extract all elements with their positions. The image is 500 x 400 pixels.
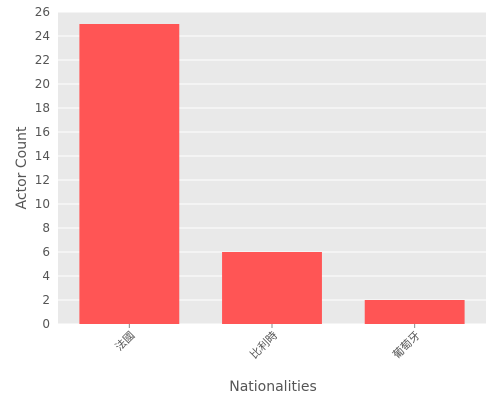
- y-tick-label: 24: [35, 29, 50, 43]
- bars: [79, 24, 465, 324]
- y-axis-title: Actor Count: [14, 126, 30, 209]
- y-tick-label: 22: [35, 53, 50, 67]
- y-tick-label: 26: [35, 5, 50, 19]
- y-tick-label: 14: [35, 149, 50, 163]
- y-tick-label: 0: [42, 317, 50, 331]
- y-tick-label: 6: [42, 245, 50, 259]
- bar-1: [222, 252, 322, 324]
- bar-0: [79, 24, 180, 324]
- y-tick-label: 12: [35, 173, 50, 187]
- x-axis-title: Nationalities: [229, 379, 317, 395]
- y-tick-label: 18: [35, 101, 50, 115]
- y-tick-label: 16: [35, 125, 50, 139]
- y-tick-label: 8: [42, 221, 50, 235]
- y-tick-label: 20: [35, 77, 50, 91]
- y-tick-label: 2: [42, 293, 50, 307]
- y-tick-label: 10: [35, 197, 50, 211]
- x-tick-label: 葡萄牙: [390, 329, 423, 362]
- x-tick-label: 比利時: [248, 329, 281, 362]
- bar-2: [364, 300, 465, 324]
- y-tick-label: 4: [42, 269, 50, 283]
- x-tick-label: 法國: [112, 328, 137, 353]
- x-tick-labels: 法國 比利時 葡萄牙: [112, 324, 423, 361]
